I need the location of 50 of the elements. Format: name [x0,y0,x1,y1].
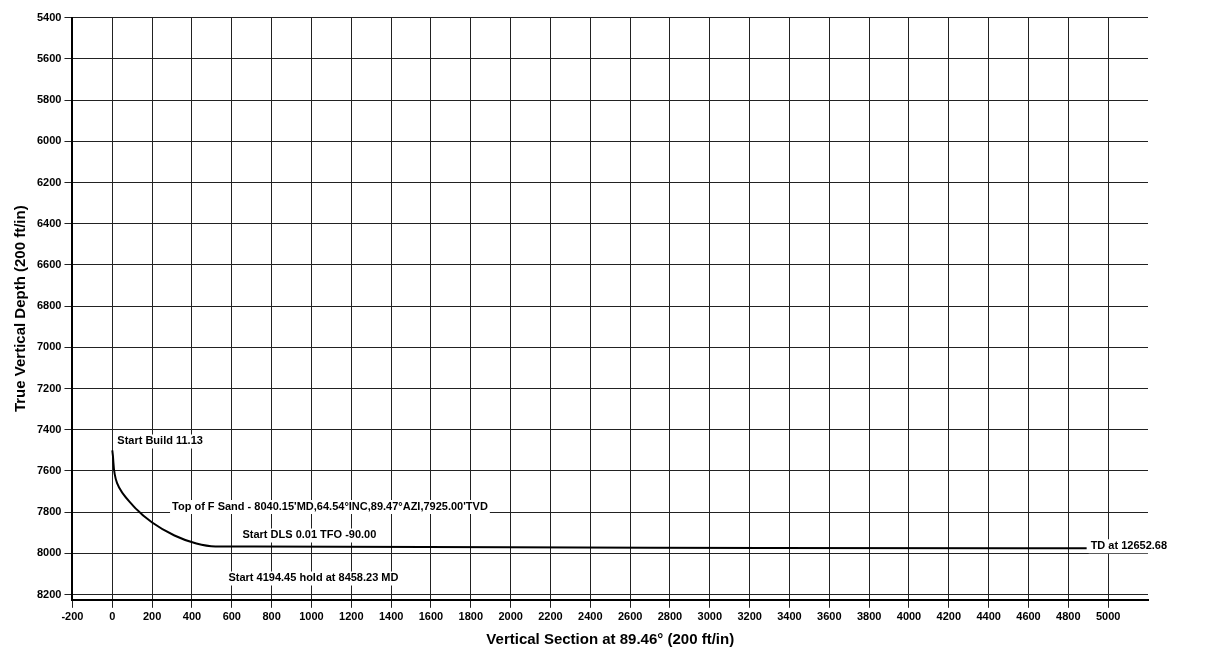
x-tick-label: 2400 [578,610,603,623]
y-tick-label: 8200 [36,587,62,600]
y-tick-label: 7000 [36,340,62,353]
x-tick-label: 5000 [1095,610,1121,623]
annotation: Start DLS 0.01 TFO -90.00 [242,528,377,541]
x-tick-label: 600 [222,610,241,623]
y-tick-label: 6200 [36,175,62,188]
annotation: Start Build 11.13 [117,434,203,447]
x-tick-label: 1400 [378,610,404,623]
x-tick-label: -200 [61,610,84,623]
x-tick-label: 0 [109,610,116,623]
y-tick-label: 6000 [36,134,62,147]
x-tick-label: 4000 [896,610,922,623]
y-tick-label: 8000 [36,546,62,559]
x-tick-label: 3600 [817,610,842,623]
annotation: Start 4194.45 hold at 8458.23 MD [228,571,399,584]
x-tick-label: 400 [182,610,202,623]
y-tick-label: 7800 [36,505,62,518]
x-tick-label: 4600 [1016,610,1041,623]
y-tick-label: 5800 [36,93,62,106]
x-tick-label: 4400 [976,610,1001,623]
x-tick-label: 3200 [737,610,762,623]
y-tick-label: 7400 [36,422,62,435]
x-tick-label: 1600 [418,610,444,623]
y-axis-title: True Vertical Depth (200 ft/in) [11,205,29,413]
x-tick-label: 1000 [299,610,324,623]
annotation: Top of F Sand - 8040.15'MD,64.54°INC,89.47°AZI,7925.00'TVD [172,500,488,512]
y-tick-label: 7200 [36,381,62,394]
y-tick-label: 6600 [36,257,62,270]
x-tick-label: 2800 [657,610,683,623]
x-tick-label: 200 [142,610,162,623]
y-tick-label: 5400 [36,10,62,23]
x-tick-label: 3400 [777,610,802,623]
x-tick-label: 4200 [936,610,962,623]
x-axis-title: Vertical Section at 89.46° (200 ft/in) [486,630,735,648]
line-series [111,449,1088,550]
x-tick-label: 4800 [1056,610,1081,623]
y-tick-label: 7600 [36,464,62,477]
x-tick-label: 800 [262,610,281,623]
x-tick-label: 2200 [538,610,563,623]
x-tick-label: 2000 [498,610,523,623]
y-tick-label: 6400 [36,216,62,229]
annotation: TD at 12652.68 [1090,539,1168,552]
y-tick-label: 6800 [36,299,62,312]
y-tick-label: 5600 [36,51,62,64]
x-tick-label: 3800 [856,610,882,623]
x-tick-label: 3000 [697,610,723,623]
x-tick-label: 2600 [617,610,643,623]
x-tick-label: 1200 [339,610,364,623]
x-tick-label: 1800 [458,610,484,623]
